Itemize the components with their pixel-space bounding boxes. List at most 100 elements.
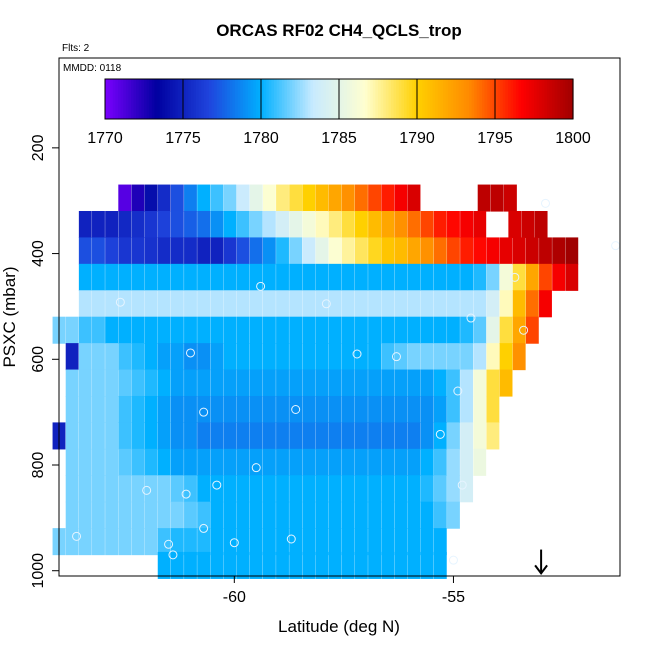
heatmap-cell [433,369,447,397]
colorbar-segment [411,79,415,119]
colorbar-segment [151,79,155,119]
heatmap-cell [539,237,552,265]
heatmap-cell [289,475,303,503]
observation-marker [286,534,296,544]
heatmap-cell [170,263,184,291]
heatmap-cell [460,422,474,450]
heatmap-cell [539,290,552,318]
heatmap-cell [381,290,395,318]
heatmap-cell [197,263,211,291]
heatmap-cell [157,290,171,318]
heatmap-cell [118,316,132,344]
colorbar-segment [245,79,249,119]
colorbar-segment [214,79,218,119]
observation-marker [466,313,476,323]
heatmap-cell [368,184,381,212]
heatmap-cell [512,343,526,371]
heatmap-cell [105,475,119,503]
heatmap-cell [407,237,421,265]
heatmap-cell [105,395,119,424]
heatmap-cell [170,210,184,239]
colorbar-segment [482,79,486,119]
heatmap-cell [473,369,487,397]
heatmap-cell [447,395,460,424]
heatmap-cell [447,316,460,344]
observation-marker [321,299,331,309]
colorbar-segment [318,79,322,119]
heatmap-cell [433,316,447,344]
heatmap-cell [521,210,535,239]
heatmap-cell [328,528,342,556]
heatmap-cell [131,290,145,318]
heatmap-cell [341,369,355,397]
heatmap-cell [289,343,303,371]
heatmap-cell [78,290,92,318]
heatmap-cell [157,501,171,529]
colorbar-segment [430,79,434,119]
colorbar-segment [560,79,564,119]
heatmap-cell [565,237,579,265]
heatmap-cell [460,290,474,318]
heatmap-cell [315,422,329,450]
observation-marker [611,241,621,251]
observation-marker [181,489,191,499]
colorbar-segment [302,79,306,119]
colorbar-segment [487,79,491,119]
heatmap-cell [486,395,500,424]
heatmap-cell [223,290,237,318]
colorbar-segment [196,79,200,119]
heatmap-cell [236,184,250,212]
heatmap-cell [499,369,513,397]
heatmap-cell [341,528,355,556]
heatmap-cell [157,343,171,371]
heatmap-cell [354,237,368,265]
colorbar-segment [183,79,187,119]
colorbar-segment [385,79,389,119]
heatmap-cell [407,316,421,344]
heatmap-cell [249,343,263,371]
heatmap-cell [262,475,276,503]
heatmap-cell [447,501,460,529]
heatmap-cell [315,501,329,529]
heatmap-cell [276,475,289,503]
heatmap-cell [223,475,237,503]
heatmap-cell [433,448,447,476]
colorbar-segment [250,79,254,119]
heatmap-cell [394,237,408,265]
colorbar-segment [105,79,109,119]
colorbar-segment [300,79,304,119]
heatmap-cell [302,448,316,476]
observation-marker [519,325,529,335]
heatmap-cell [381,422,395,450]
colorbar-segment [162,79,166,119]
colorbar-segment [450,79,454,119]
colorbar-segment [435,79,439,119]
colorbar-segment [313,79,317,119]
heatmap-cell [249,263,263,291]
colorbar-segment [357,79,361,119]
colorbar-segment [409,79,413,119]
heatmap-cell [477,184,491,212]
colorbar-segment [461,79,465,119]
heatmap-cell [433,210,447,239]
heatmap-cell [328,475,342,503]
heatmap-cell [276,422,289,450]
colorbar-segment [354,79,358,119]
heatmap-cell [565,263,579,291]
heatmap-cell [289,290,303,318]
heatmap-cell [433,343,447,371]
heatmap-cell [144,290,158,318]
heatmap-cell [473,210,487,239]
colorbar-segment [523,79,527,119]
colorbar-segment [448,79,452,119]
heatmap-cell [92,210,105,239]
colorbar-segment [294,79,298,119]
heatmap-cell [210,551,224,579]
heatmap-cell [78,343,92,371]
colorbar-segment [570,79,574,119]
heatmap-cell [407,551,421,579]
colorbar-segment [396,79,400,119]
colorbar-segment [216,79,220,119]
heatmap-cell [184,263,197,291]
heatmap-cell [328,237,342,265]
